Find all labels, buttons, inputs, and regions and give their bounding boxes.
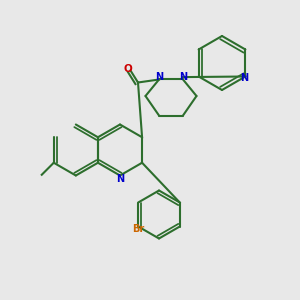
Text: Br: Br <box>132 224 144 235</box>
Text: N: N <box>179 72 187 82</box>
Text: N: N <box>155 72 163 82</box>
Text: N: N <box>116 173 124 184</box>
Text: N: N <box>240 73 248 83</box>
Text: O: O <box>123 64 132 74</box>
